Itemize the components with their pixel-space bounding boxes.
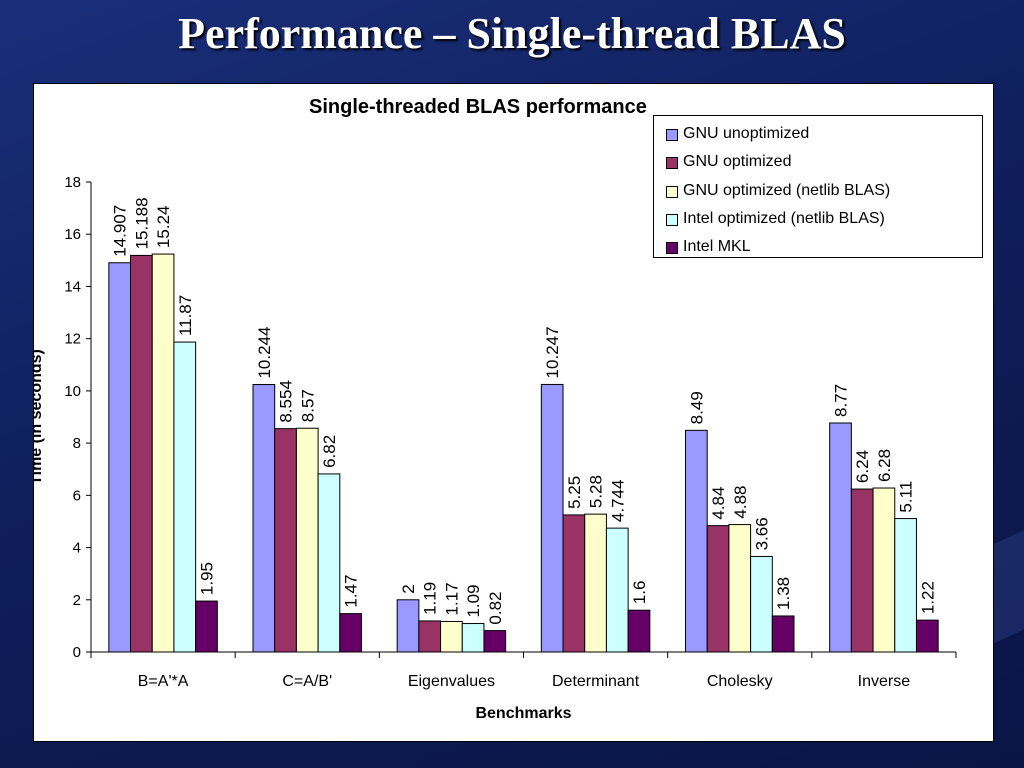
bar — [274, 428, 297, 653]
data-label: 5.25 — [565, 476, 584, 509]
y-tick-label: 6 — [73, 487, 81, 504]
legend-item-gnu-netlib: GNU optimized (netlib BLAS) — [654, 177, 982, 205]
legend-label: GNU optimized (netlib BLAS) — [683, 181, 891, 199]
bar — [396, 599, 420, 653]
chart-legend: GNU unoptimized GNU optimized GNU optimi… — [653, 115, 983, 258]
bar — [750, 555, 773, 653]
bar — [850, 488, 874, 653]
data-label: 0.82 — [486, 591, 505, 624]
data-label: 1.38 — [774, 577, 793, 610]
data-label: 4.88 — [731, 485, 750, 518]
x-tick-label: C=A/B' — [282, 673, 332, 690]
legend-label: GNU optimized — [683, 153, 792, 171]
y-tick-label: 8 — [73, 435, 81, 452]
bar — [627, 609, 651, 653]
bar — [706, 525, 730, 653]
legend-swatch — [666, 129, 678, 141]
bar — [915, 619, 939, 653]
bar — [728, 524, 752, 653]
legend-item-intel-mkl: Intel MKL — [654, 233, 982, 261]
data-label: 1.17 — [442, 582, 461, 615]
legend-label: Intel MKL — [683, 238, 751, 256]
data-label: 2 — [399, 584, 418, 593]
bar — [894, 518, 917, 653]
chart-title: Single-threaded BLAS performance — [309, 96, 647, 118]
legend-item-intel-netlib: Intel optimized (netlib BLAS) — [654, 205, 982, 233]
y-tick-label: 14 — [64, 278, 81, 295]
x-tick-label: Eigenvalues — [408, 673, 495, 690]
bar — [483, 630, 507, 653]
data-label: 1.47 — [342, 575, 361, 608]
data-label: 10.247 — [543, 326, 562, 378]
legend-item-gnu-unoptimized: GNU unoptimized — [654, 120, 982, 148]
chart-panel: Single-threaded BLAS performance 0 2 4 6 8 10 1… — [33, 83, 994, 742]
data-label: 15.188 — [132, 197, 151, 249]
x-tick-label: Determinant — [552, 673, 640, 690]
bar — [151, 253, 175, 653]
x-tick-label: Inverse — [858, 673, 911, 690]
legend-swatch — [666, 185, 678, 198]
data-label: 11.87 — [176, 295, 195, 336]
bar — [295, 427, 319, 653]
data-label: 1.19 — [421, 582, 440, 615]
bar — [584, 513, 607, 653]
y-tick-label: 4 — [73, 540, 81, 557]
data-label: 1.09 — [464, 584, 483, 617]
y-tick-label: 0 — [73, 644, 81, 661]
x-tick-label: B=A'*A — [138, 673, 189, 690]
legend-swatch — [666, 157, 678, 170]
data-label: 14.907 — [111, 205, 130, 257]
data-label: 8.77 — [832, 384, 851, 417]
data-label: 8.554 — [277, 380, 296, 423]
bar — [339, 613, 362, 653]
data-label: 8.57 — [298, 389, 317, 422]
legend-swatch — [666, 242, 678, 255]
bar — [562, 514, 586, 653]
bar — [605, 527, 629, 653]
legend-swatch — [666, 213, 678, 226]
y-tick-label: 18 — [64, 174, 81, 191]
data-label: 6.82 — [320, 435, 339, 468]
bar — [130, 254, 153, 653]
data-label: 15.24 — [154, 206, 173, 249]
bar — [317, 473, 341, 653]
x-tick-label: Cholesky — [707, 673, 773, 690]
bar — [108, 262, 132, 653]
data-label: 10.244 — [255, 327, 274, 379]
data-label: 1.6 — [630, 581, 649, 605]
data-label: 1.22 — [918, 581, 937, 614]
data-label: 8.49 — [687, 391, 706, 424]
bar — [540, 383, 564, 653]
data-label: 4.84 — [709, 487, 728, 520]
data-label: 5.28 — [587, 475, 606, 508]
bar — [252, 384, 276, 653]
bar — [872, 487, 896, 653]
data-label: 5.11 — [897, 481, 916, 513]
legend-label: Intel optimized (netlib BLAS) — [683, 210, 885, 228]
legend-item-gnu-optimized: GNU optimized — [654, 148, 982, 176]
data-label: 3.66 — [752, 517, 771, 550]
x-axis-label: Benchmarks — [475, 705, 571, 722]
y-tick-label: 2 — [73, 592, 81, 609]
bar — [173, 341, 197, 653]
bar — [440, 620, 463, 653]
bar — [771, 615, 795, 653]
bar-chart: Single-threaded BLAS performance 0 2 4 6 8 10 1… — [34, 96, 957, 722]
data-label: 4.744 — [608, 480, 627, 523]
bar — [829, 422, 852, 653]
y-tick-label: 10 — [64, 383, 81, 400]
y-axis-label: Time (in seconds) — [34, 349, 45, 485]
y-tick-label: 16 — [64, 226, 81, 243]
y-tick-label: 12 — [64, 331, 81, 348]
bar — [461, 623, 485, 653]
data-label: 6.24 — [853, 450, 872, 483]
legend-label: GNU unoptimized — [683, 125, 810, 143]
data-label: 1.95 — [197, 562, 216, 595]
data-label: 6.28 — [875, 449, 894, 482]
bar — [685, 429, 708, 653]
bar — [418, 620, 442, 653]
bar — [195, 600, 218, 653]
slide-title: Performance – Single-thread BLAS — [178, 9, 846, 58]
